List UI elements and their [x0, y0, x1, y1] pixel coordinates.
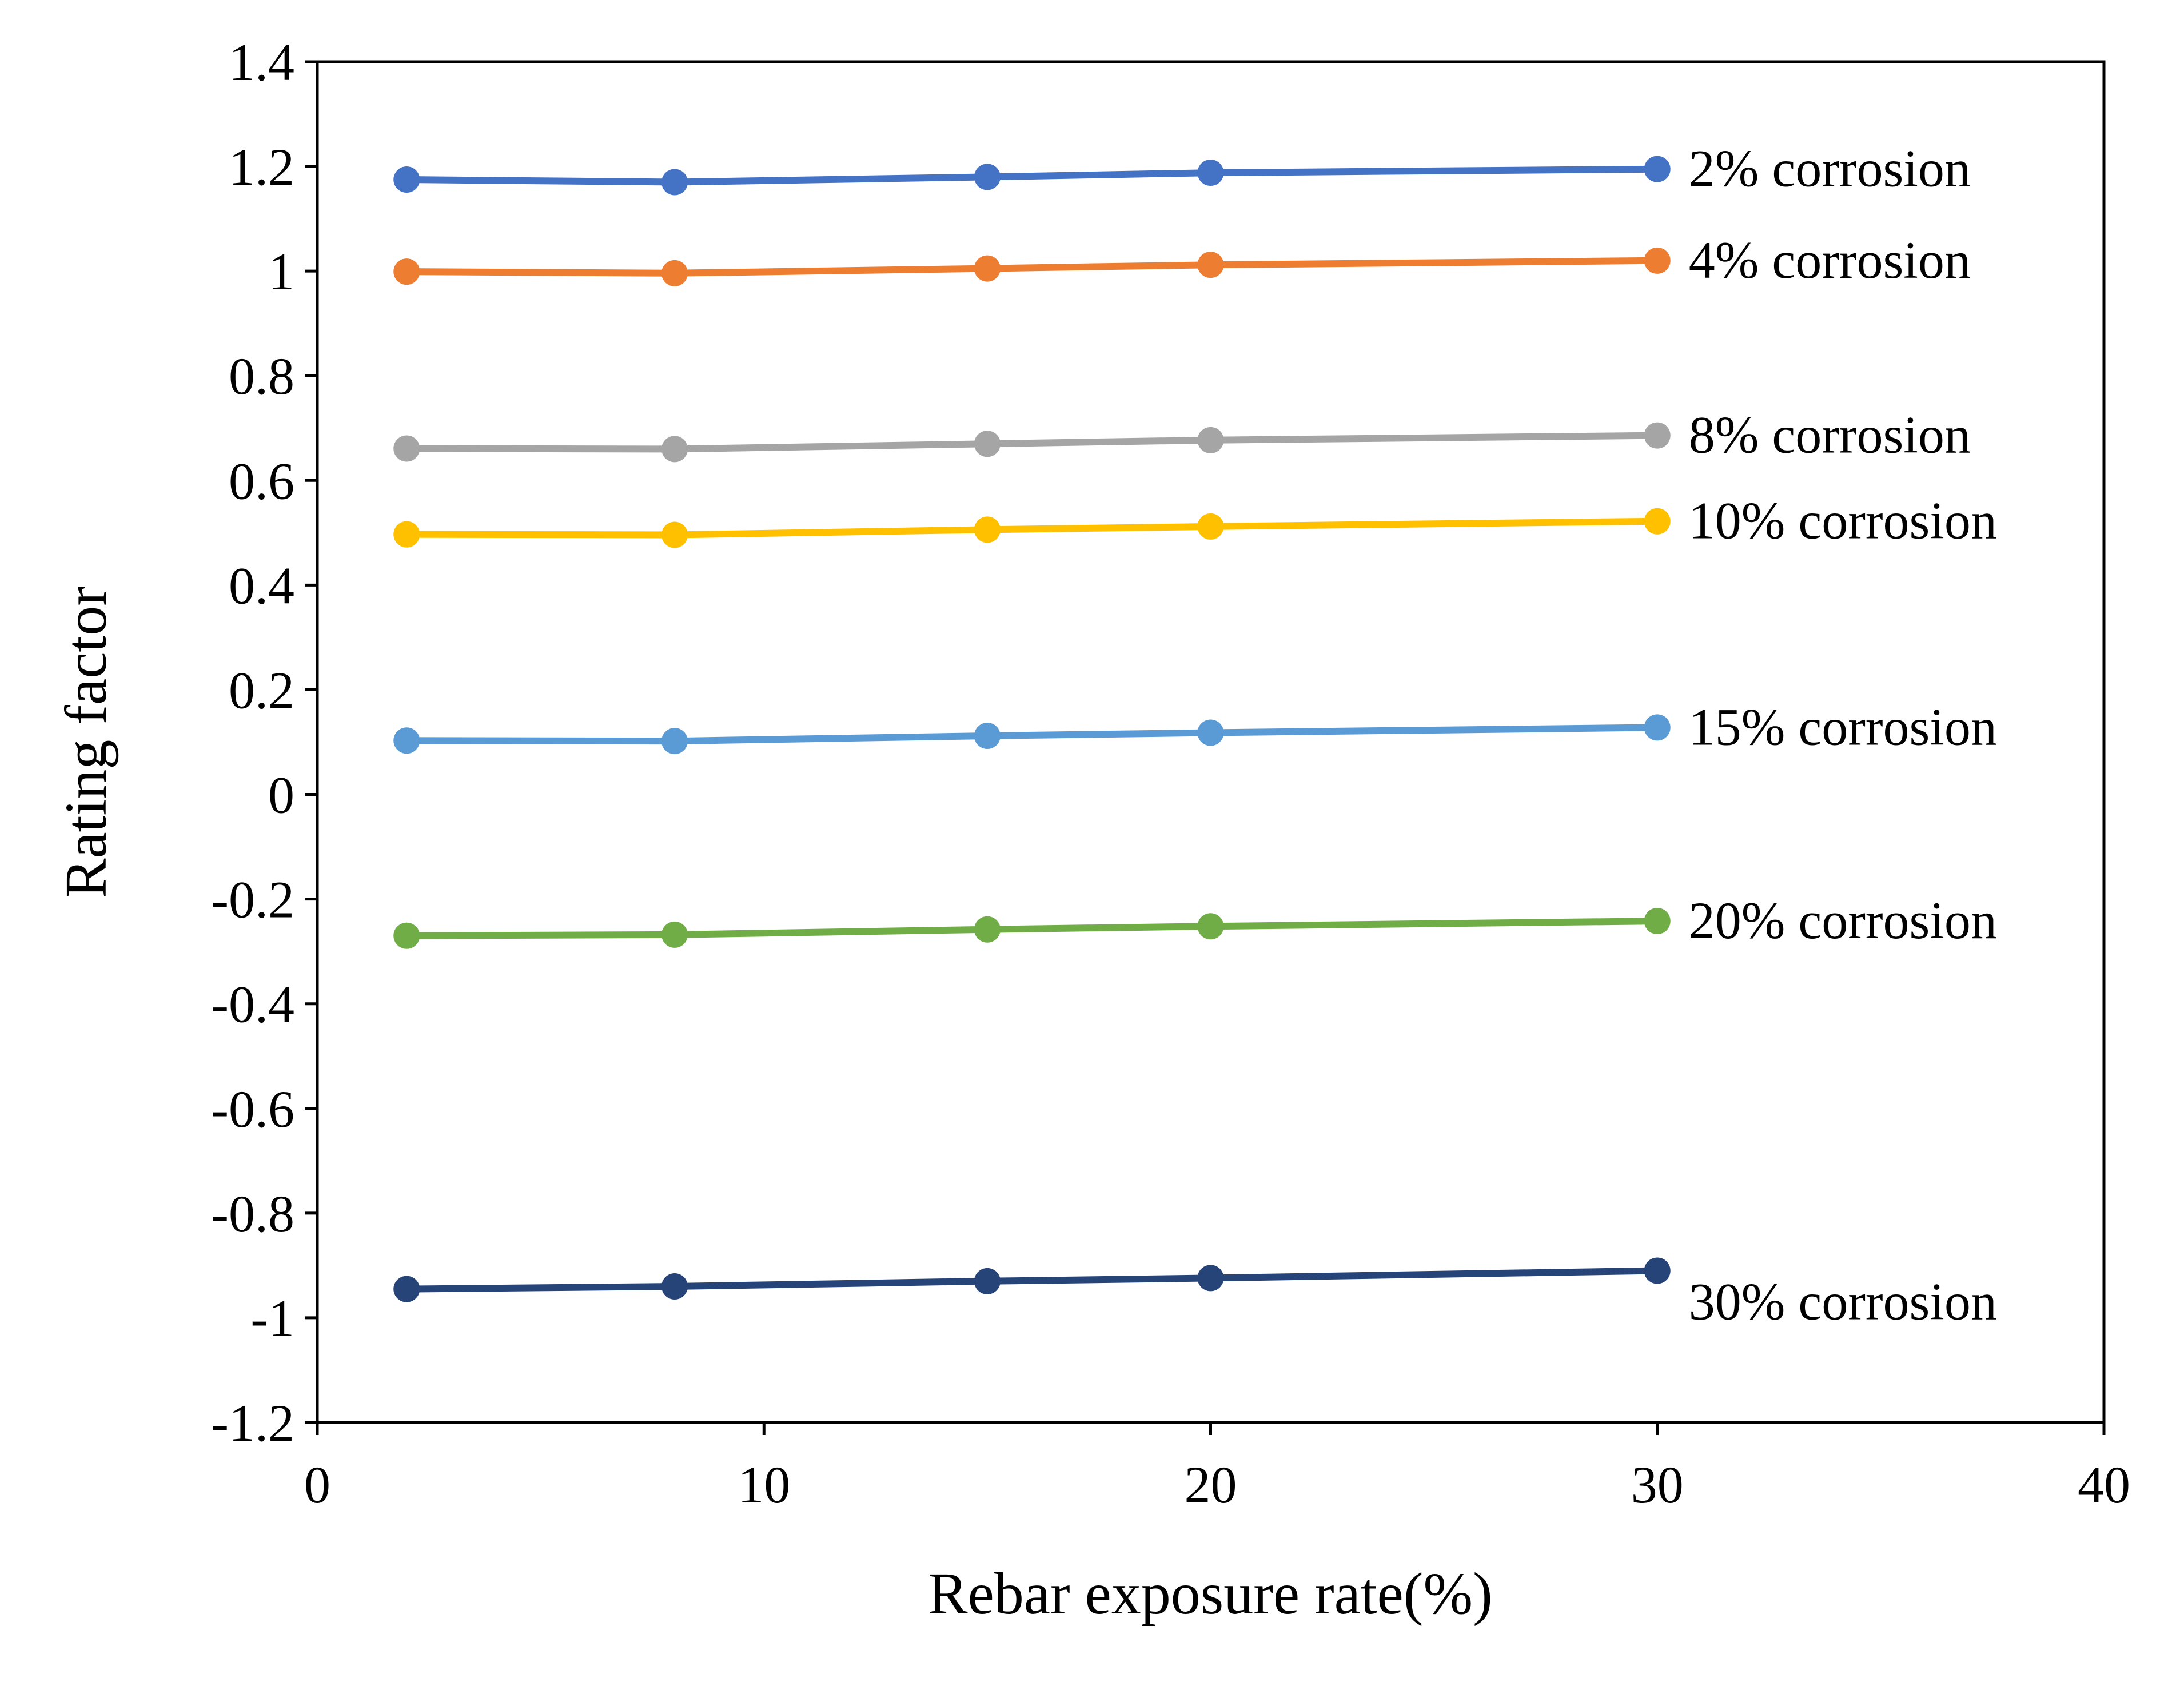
series-1: [393, 156, 1671, 196]
data-point: [393, 435, 420, 462]
series-label: 8% corrosion: [1689, 406, 1971, 464]
series-layer: [393, 156, 1671, 1302]
data-point: [974, 723, 1001, 750]
series-4: [393, 508, 1671, 548]
data-point: [661, 260, 688, 286]
data-point: [1197, 719, 1224, 746]
series-6: [393, 908, 1671, 949]
y-tick-label: 0.8: [229, 347, 294, 405]
y-tick-label: -1.2: [211, 1394, 294, 1452]
y-tick-label: 0.4: [229, 556, 294, 615]
data-point: [393, 166, 420, 193]
series-2: [393, 247, 1671, 286]
x-tick-label: 20: [1185, 1456, 1237, 1514]
x-axis-title: Rebar exposure rate(%): [928, 1561, 1493, 1627]
series-line: [406, 724, 1657, 745]
y-tick-label: -0.8: [211, 1185, 294, 1243]
series-line: [406, 918, 1657, 939]
data-point: [974, 431, 1001, 457]
data-point: [1197, 427, 1224, 453]
series-3: [393, 422, 1671, 463]
x-axis: 0 10 20 30 40: [304, 1422, 2130, 1514]
data-point: [1197, 252, 1224, 278]
data-point: [1644, 908, 1671, 935]
data-point: [393, 1276, 420, 1302]
y-tick-label: 1.4: [229, 33, 294, 91]
data-point: [1644, 247, 1671, 274]
series-label: 4% corrosion: [1689, 231, 1971, 289]
data-point: [1197, 160, 1224, 186]
y-tick-label: -0.4: [211, 975, 294, 1034]
data-point: [393, 727, 420, 754]
series-label: 20% corrosion: [1689, 891, 1997, 950]
series-label: 30% corrosion: [1689, 1273, 1997, 1331]
series-7: [393, 1257, 1671, 1302]
data-point: [661, 169, 688, 196]
x-tick-label: 30: [1631, 1456, 1684, 1514]
data-point: [1644, 422, 1671, 449]
data-point: [661, 521, 688, 548]
y-tick-label: 0.6: [229, 452, 294, 510]
y-tick-label: -0.6: [211, 1080, 294, 1138]
x-tick-label: 40: [2078, 1456, 2130, 1514]
data-point: [661, 1273, 688, 1300]
series-label: 10% corrosion: [1689, 492, 1997, 550]
series-line: [406, 432, 1657, 453]
y-tick-label: 0.2: [229, 661, 294, 719]
series-label: 2% corrosion: [1689, 139, 1971, 198]
data-point: [974, 516, 1001, 543]
data-point: [1644, 508, 1671, 535]
data-point: [974, 1268, 1001, 1294]
series-line: [406, 1267, 1657, 1293]
data-point: [974, 916, 1001, 943]
y-axis: 1.4 1.2 1 0.8 0.6 0.4 0.2 0 -0.2 -0.4 -0.6 -0.8 -1 -1…: [211, 33, 317, 1452]
y-tick-label: -0.2: [211, 871, 294, 929]
y-tick-label: 1.2: [229, 138, 294, 196]
data-point: [1197, 913, 1224, 940]
y-tick-label: 1: [268, 242, 294, 301]
data-point: [661, 436, 688, 463]
data-point: [1197, 513, 1224, 540]
x-tick-label: 10: [738, 1456, 790, 1514]
x-tick-label: 0: [304, 1456, 330, 1514]
data-point: [1644, 156, 1671, 182]
data-point: [1197, 1265, 1224, 1292]
data-point: [393, 521, 420, 548]
series-line: [406, 165, 1657, 186]
series-5: [393, 714, 1671, 755]
data-point: [661, 728, 688, 755]
y-axis-title: Rating factor: [53, 586, 119, 898]
series-label: 15% corrosion: [1689, 697, 1997, 756]
series-line: [406, 517, 1657, 539]
data-point: [974, 255, 1001, 282]
series-label-layer: 2% corrosion 4% corrosion 8% corrosion 10% …: [1689, 139, 1997, 1331]
y-tick-label: 0: [268, 766, 294, 824]
data-point: [974, 164, 1001, 190]
data-point: [393, 922, 420, 949]
data-point: [661, 921, 688, 948]
data-point: [1644, 714, 1671, 741]
series-line: [406, 257, 1657, 277]
data-point: [1644, 1257, 1671, 1284]
y-tick-label: -1: [250, 1289, 294, 1348]
data-point: [393, 258, 420, 285]
